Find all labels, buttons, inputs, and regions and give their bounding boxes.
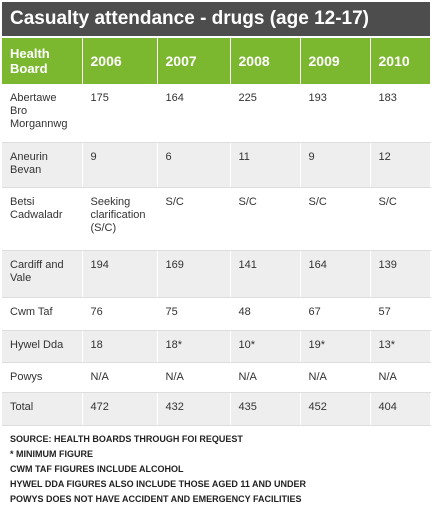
table-cell: 48 bbox=[230, 297, 301, 331]
table-cell: 18* bbox=[157, 330, 231, 363]
header-row: Health Board 2006 2007 2008 2009 2010 bbox=[2, 38, 431, 84]
header-cell: 2010 bbox=[370, 38, 431, 84]
table-cell: 9 bbox=[82, 142, 158, 188]
table-cell: N/A bbox=[370, 362, 431, 393]
table-cell: 13* bbox=[370, 330, 431, 363]
table-cell: 6 bbox=[157, 142, 231, 188]
table-cell: 183 bbox=[370, 84, 431, 143]
table-cell: 19* bbox=[300, 330, 371, 363]
table-cell: N/A bbox=[82, 362, 158, 393]
table-cell: S/C bbox=[230, 187, 301, 251]
table-cell: 193 bbox=[300, 84, 371, 143]
table: Health Board 2006 2007 2008 2009 2010 Abertaw… bbox=[2, 38, 431, 426]
table-cell: 12 bbox=[370, 142, 431, 188]
table-row: Betsi Cadwaladr Seeking clarification (S/… bbox=[2, 187, 431, 251]
table-cell: 67 bbox=[300, 297, 371, 331]
table-cell: S/C bbox=[157, 187, 231, 251]
table-cell: 435 bbox=[230, 392, 301, 426]
table-cell: 139 bbox=[370, 250, 431, 298]
note: SOURCE: HEALTH BOARDS THROUGH FOI REQUES… bbox=[10, 434, 243, 444]
notes: SOURCE: HEALTH BOARDS THROUGH FOI REQUES… bbox=[10, 432, 435, 507]
table-row: Cwm Taf 76 75 48 67 57 bbox=[2, 297, 431, 331]
note: CWM TAF FIGURES INCLUDE ALCOHOL bbox=[10, 464, 184, 474]
header-cell: Health Board bbox=[2, 38, 83, 84]
row-label: Cardiff and Vale bbox=[2, 250, 83, 298]
header-cell: 2008 bbox=[230, 38, 301, 84]
table-cell: 472 bbox=[82, 392, 158, 426]
table-cell: N/A bbox=[300, 362, 371, 393]
table-cell: 18 bbox=[82, 330, 158, 363]
table-cell: 169 bbox=[157, 250, 231, 298]
row-label: Cwm Taf bbox=[2, 297, 83, 331]
table-cell: 11 bbox=[230, 142, 301, 188]
row-label: Aneurin Bevan bbox=[2, 142, 83, 188]
table-row: Hywel Dda 18 18* 10* 19* 13* bbox=[2, 330, 431, 363]
table-cell: 452 bbox=[300, 392, 371, 426]
note: * MINIMUM FIGURE bbox=[10, 449, 93, 459]
table-cell: N/A bbox=[157, 362, 231, 393]
header-cell: 2009 bbox=[300, 38, 371, 84]
note: POWYS DOES NOT HAVE ACCIDENT AND EMERGEN… bbox=[10, 494, 302, 504]
table-cell: 10* bbox=[230, 330, 301, 363]
note: HYWEL DDA FIGURES ALSO INCLUDE THOSE AGE… bbox=[10, 479, 307, 489]
row-label: Abertawe Bro Morgannwg bbox=[2, 84, 83, 143]
table-cell: 225 bbox=[230, 84, 301, 143]
header-cell: 2006 bbox=[82, 38, 158, 84]
row-label: Total bbox=[2, 392, 83, 426]
table-cell: 9 bbox=[300, 142, 371, 188]
table-cell: S/C bbox=[300, 187, 371, 251]
table-cell: S/C bbox=[370, 187, 431, 251]
table-cell: 57 bbox=[370, 297, 431, 331]
table-row: Abertawe Bro Morgannwg 175 164 225 193 183 bbox=[2, 84, 431, 143]
table-cell: 404 bbox=[370, 392, 431, 426]
row-label: Hywel Dda bbox=[2, 330, 83, 363]
table-cell: 75 bbox=[157, 297, 231, 331]
row-label: Betsi Cadwaladr bbox=[2, 187, 83, 251]
table-row: Powys N/A N/A N/A N/A N/A bbox=[2, 362, 431, 393]
table-cell: N/A bbox=[230, 362, 301, 393]
title: Casualty attendance - drugs (age 12-17) bbox=[2, 2, 430, 36]
header-cell: 2007 bbox=[157, 38, 231, 84]
table-cell: 175 bbox=[82, 84, 158, 143]
table-row: Total 472 432 435 452 404 bbox=[2, 392, 431, 426]
table-cell: 141 bbox=[230, 250, 301, 298]
table-cell: 194 bbox=[82, 250, 158, 298]
table-cell: 432 bbox=[157, 392, 231, 426]
table-row: Aneurin Bevan 9 6 11 9 12 bbox=[2, 142, 431, 188]
table-cell: 164 bbox=[300, 250, 371, 298]
table-cell: Seeking clarification (S/C) bbox=[82, 187, 158, 251]
table-row: Cardiff and Vale 194 169 141 164 139 bbox=[2, 250, 431, 298]
table-cell: 76 bbox=[82, 297, 158, 331]
row-label: Powys bbox=[2, 362, 83, 393]
table-cell: 164 bbox=[157, 84, 231, 143]
